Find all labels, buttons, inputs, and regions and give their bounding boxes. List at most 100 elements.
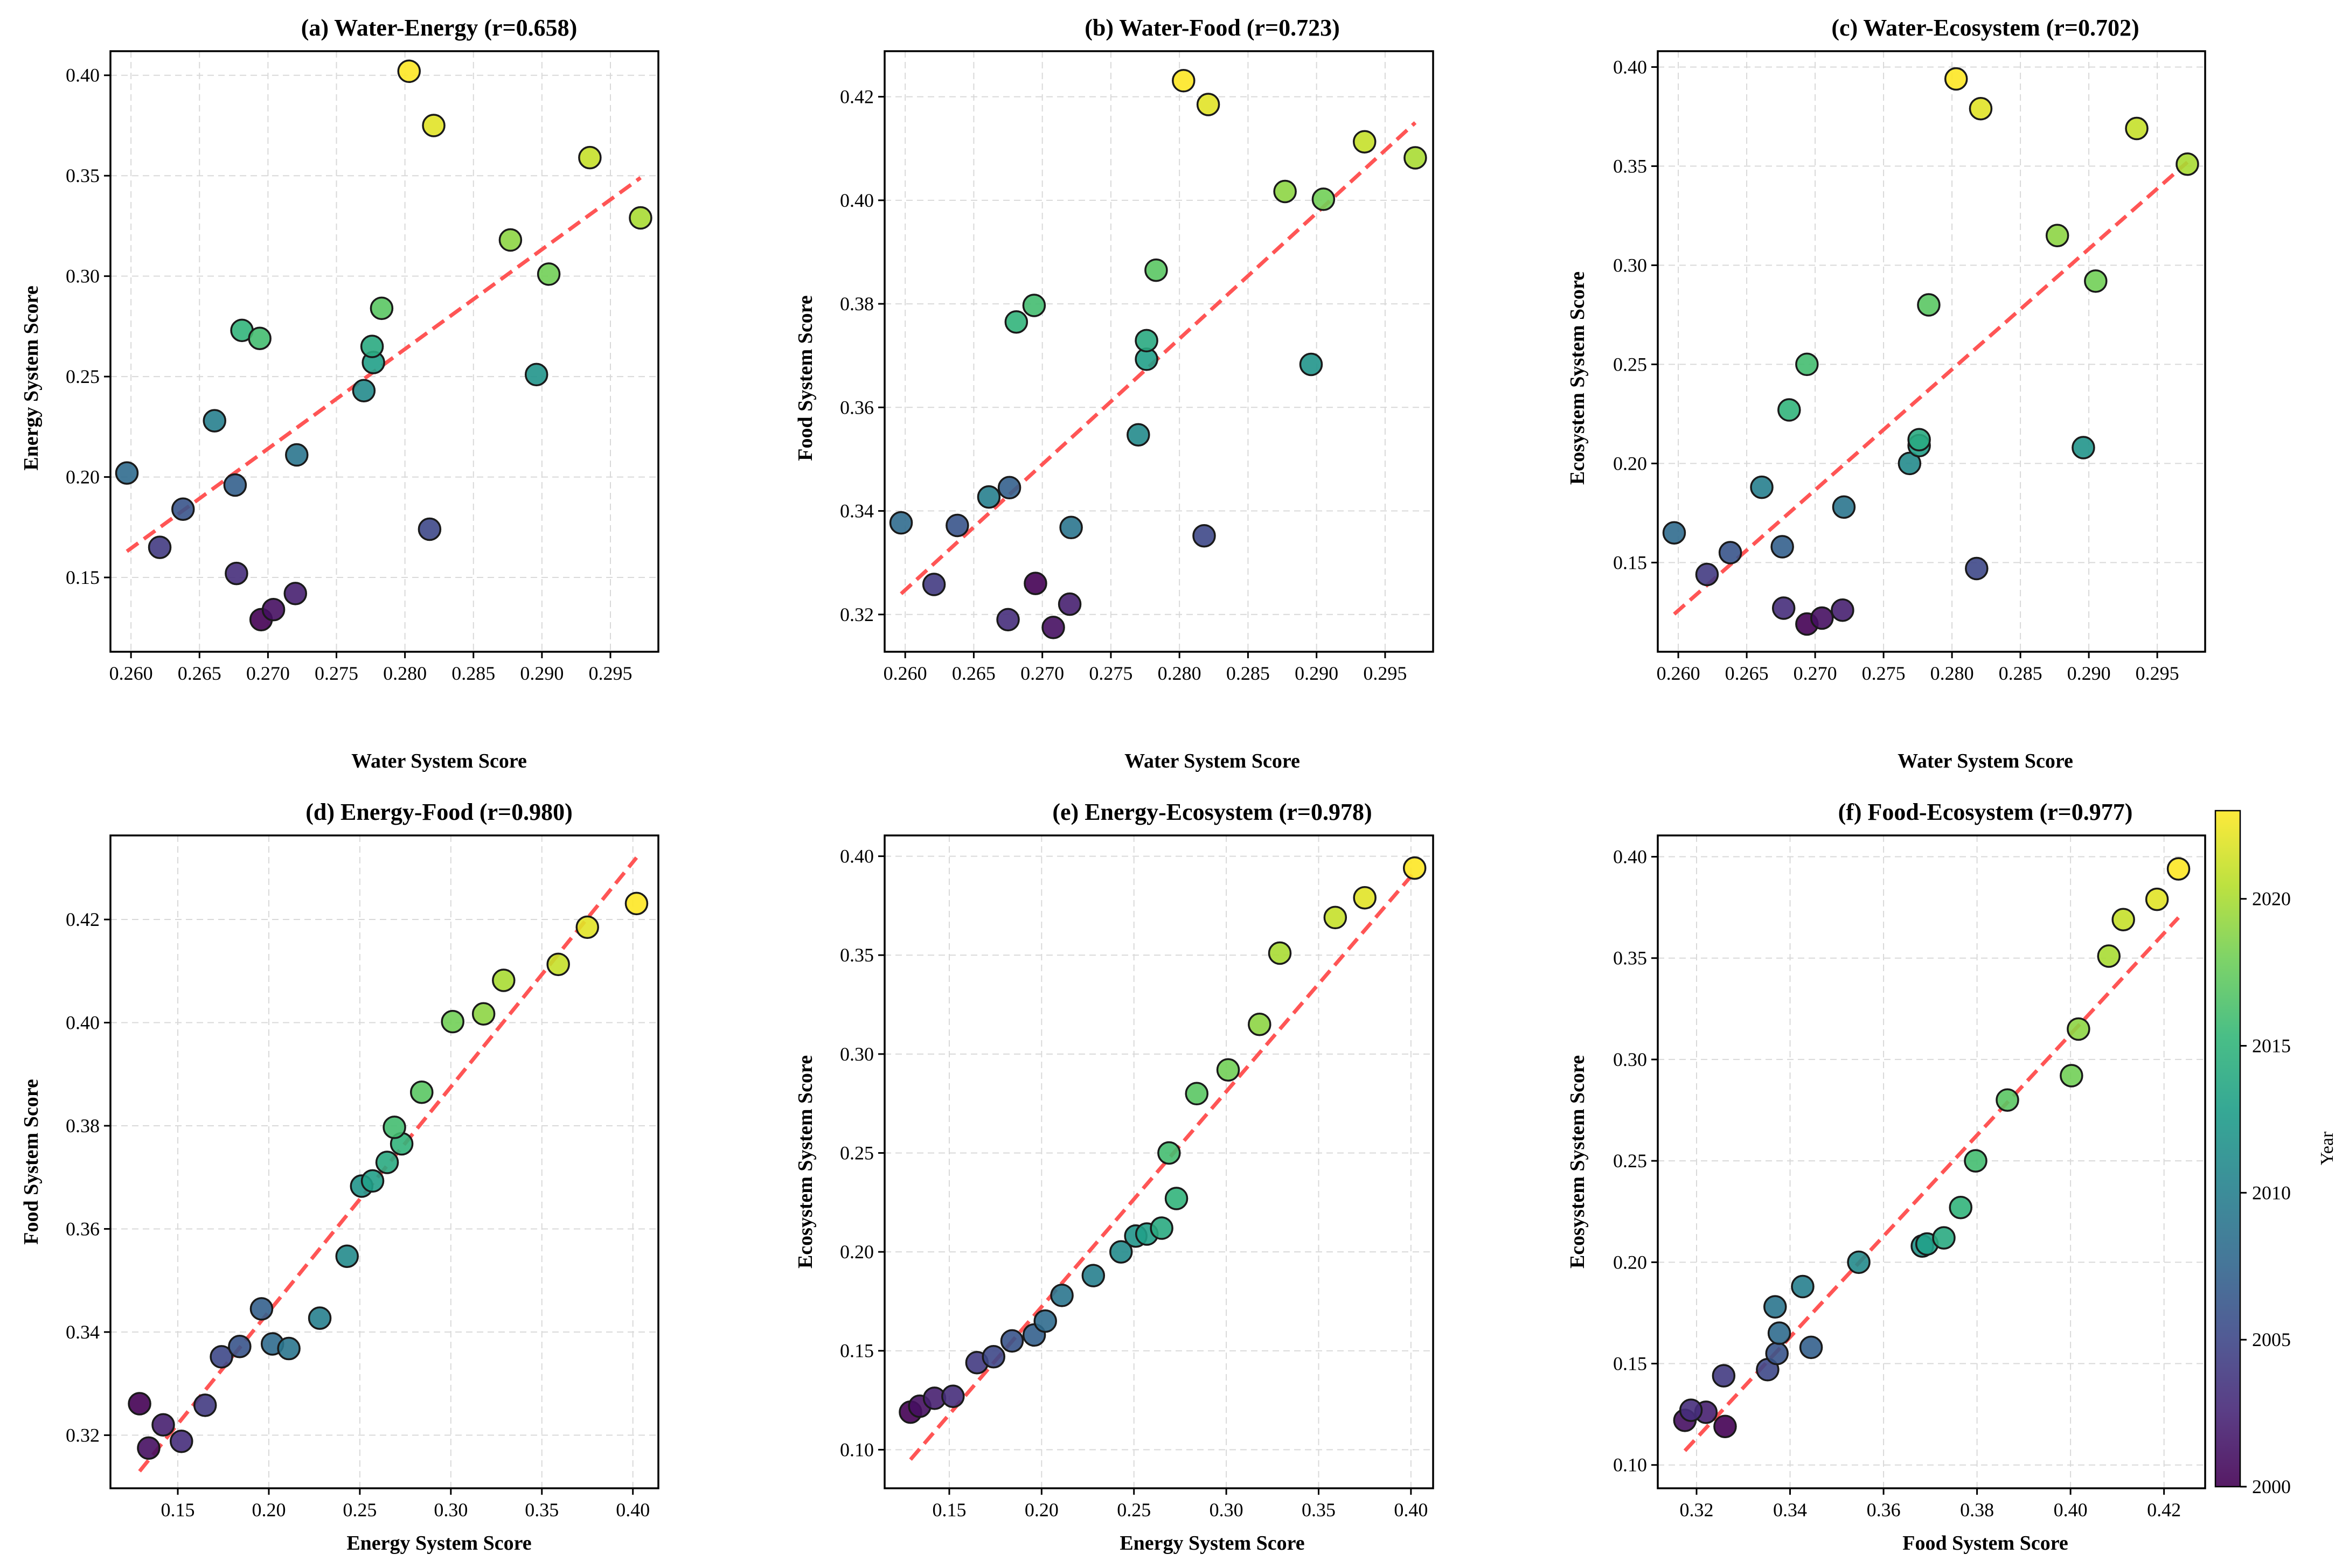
panel-f-point-2017: 2017: (0.3865, 0.28) <box>1996 1088 2019 1112</box>
panel-c-point-2023: 2023: (0.2803, 0.394) <box>1944 67 1968 91</box>
panel-e-ytick-label-0.35: 0.35 <box>840 944 874 966</box>
panel-c-ytick-label-0.35: 0.35 <box>1613 155 1647 177</box>
panel-f-point-2004: 2004: (0.3258, 0.144) <box>1712 1364 1736 1388</box>
panel-e-point-2021: 2021: (0.359, 0.369) <box>1323 905 1347 930</box>
panel-c-point-2002: 2002: (0.272, 0.126) <box>1831 598 1854 622</box>
panel-e-ytick-label-0.30: 0.30 <box>840 1043 874 1065</box>
panel-c-point-2005: 2005: (0.2818, 0.147) <box>1965 556 1989 581</box>
panel-a-point-2007: 2007: (0.2676, 0.196) <box>223 473 247 497</box>
panel-d-xtick-label-0.35: 0.35 <box>525 1499 559 1521</box>
panel-a-point-2010: 2010: (0.2661, 0.228) <box>203 409 226 433</box>
panel-b-point-2007: 2007: (0.2676, 0.3445) <box>997 476 1021 500</box>
panel-d-point-2010: 2010: (0.228, 0.3427) <box>308 1306 332 1330</box>
panel-a-xtick-label-0.275: 0.275 <box>315 663 358 684</box>
panel-c-ytick-label-0.15: 0.15 <box>1613 552 1647 573</box>
panel-e-point-2009: 2009: (0.211, 0.178) <box>1050 1284 1074 1307</box>
panel-b-ytick-label-0.40: 0.40 <box>840 190 874 211</box>
panel-a-ylabel: Energy System Score <box>20 285 43 470</box>
panel-a-ytick-label-0.25: 0.25 <box>66 366 100 387</box>
panel-f-point-2023: 2023: (0.4231, 0.394) <box>2166 857 2191 881</box>
panel-d-ytick-label-0.40: 0.40 <box>66 1012 100 1034</box>
panel-f-frame <box>1657 834 2206 1489</box>
panel-b-xtick-label-0.260: 0.260 <box>884 663 927 684</box>
panel-e-point-2011: 2011: (0.243, 0.2) <box>1109 1240 1133 1264</box>
panel-a-point-2003: 2003: (0.2677, 0.152) <box>225 561 248 586</box>
panel-a-xtick-label-0.270: 0.270 <box>246 663 290 684</box>
panel-d-point-2017: 2017: (0.284, 0.3865) <box>410 1081 434 1104</box>
panel-d-ytick-label-0.38: 0.38 <box>66 1115 100 1137</box>
panel-d-ytick-label-0.42: 0.42 <box>66 909 100 930</box>
panel-d-point-2009: 2009: (0.211, 0.3368) <box>277 1336 301 1361</box>
panel-e-ylabel: Ecosystem System Score <box>794 1055 817 1269</box>
panel-b-point-2019: 2019: (0.2877, 0.4017) <box>1273 179 1297 204</box>
panel-f-point-2011: 2011: (0.3547, 0.2) <box>1847 1250 1871 1274</box>
panel-b-title: (b) Water-Food (r=0.723) <box>1085 15 1340 41</box>
panel-c-point-2010: 2010: (0.2661, 0.188) <box>1750 475 1774 499</box>
panel-a-point-2004: 2004: (0.2621, 0.165) <box>148 535 172 559</box>
panel-c-point-2020: 2020: (0.2972, 0.351) <box>2176 152 2199 176</box>
panel-f-ylabel: Ecosystem System Score <box>1566 1055 1589 1269</box>
colorbar-ticks: 2000 2005 2010 2015 2020 <box>2240 888 2291 1497</box>
panel-e-point-2016: 2016: (0.269, 0.25) <box>1157 1141 1181 1165</box>
panel-d-point-2013: 2013: (0.257, 0.3693) <box>360 1169 385 1193</box>
panel-f-point-2016: 2016: (0.3797, 0.25) <box>1964 1149 1987 1173</box>
panel-b-point-2000: 2000: (0.2695, 0.326) <box>1024 572 1047 595</box>
colorbar-gradient <box>2214 810 2241 1488</box>
panel-b-point-2003: 2003: (0.2675, 0.319) <box>996 608 1020 632</box>
panel-f-ytick-label-0.25: 0.25 <box>1613 1150 1647 1172</box>
panel-e-point-2006: 2006: (0.184, 0.155) <box>1000 1329 1024 1353</box>
panel-e-plot: 2000: (0.129, 0.119)2001: (0.134, 0.122)… <box>840 834 1434 1521</box>
panel-f-point-2022: 2022: (0.4185, 0.379) <box>2145 887 2169 911</box>
panel-d-ytick-label-0.34: 0.34 <box>66 1321 100 1343</box>
panel-b-point-2006: 2006: (0.2638, 0.3372) <box>946 513 969 538</box>
panel-b-plot: 2000: (0.2695, 0.326) 2001: (0.2708, 0.31… <box>840 50 1434 684</box>
panel-d-ytick-label-0.36: 0.36 <box>66 1218 100 1239</box>
panel-b-ytick-label-0.34: 0.34 <box>840 500 874 522</box>
colorbar-tick-label-2015: 2015 <box>2252 1035 2291 1057</box>
panel-a-frame <box>109 50 659 653</box>
panel-b-point-2014: 2014: (0.2776, 0.3729) <box>1135 329 1158 353</box>
panel-a-ytick-label-0.30: 0.30 <box>66 266 100 287</box>
panel-f-ytick-label-0.20: 0.20 <box>1613 1251 1647 1273</box>
panel-f-point-2015: 2015: (0.3765, 0.227) <box>1949 1195 1972 1219</box>
panel-e-xtick-label-0.20: 0.20 <box>1025 1499 1059 1521</box>
panel-c-point-2006: 2006: (0.2638, 0.155) <box>1718 541 1742 565</box>
panel-b-point-2021: 2021: (0.2935, 0.4113) <box>1353 130 1377 154</box>
panel-b-point-2009: 2009: (0.2721, 0.3368) <box>1059 515 1083 540</box>
panel-b-point-2016: 2016: (0.2694, 0.3797) <box>1022 294 1046 317</box>
panel-b-point-2023: 2023: (0.2803, 0.4231) <box>1172 69 1196 93</box>
panel-f-xtick-label-0.36: 0.36 <box>1867 1499 1901 1521</box>
panel-e-ytick-label-0.15: 0.15 <box>840 1340 874 1362</box>
panel-c-title: (c) Water-Ecosystem (r=0.702) <box>1831 15 2139 41</box>
panel-c-xtick-label-0.280: 0.280 <box>1930 663 1974 684</box>
panel-a-point-2001: 2001: (0.2704, 0.134) <box>261 597 286 622</box>
panel-c-xtick-label-0.260: 0.260 <box>1657 663 1700 684</box>
panel-c-xtick-label-0.290: 0.290 <box>2067 663 2111 684</box>
panel-c-point-2001: 2001: (0.2705, 0.122) <box>1810 606 1834 630</box>
panel-f-xtick-label-0.38: 0.38 <box>1960 1499 1994 1521</box>
panel-c-point-2017: 2017: (0.2783, 0.28) <box>1917 293 1941 317</box>
panel-d-xlabel: Energy System Score <box>346 1532 531 1555</box>
panel-e-xtick-label-0.30: 0.30 <box>1210 1499 1243 1521</box>
panel-b-point-2018: 2018: (0.2905, 0.4002) <box>1311 187 1336 211</box>
panel-e-point-2014: 2014: (0.265, 0.212) <box>1150 1216 1173 1240</box>
panel-d-frame <box>109 834 659 1489</box>
panel-a-point-2012: 2012: (0.2896, 0.251) <box>524 363 548 387</box>
panel-d-point-2004: 2004: (0.165, 0.3258) <box>193 1393 217 1417</box>
panel-c-point-2014: 2014: (0.2776, 0.212) <box>1907 428 1931 452</box>
panel-b-point-2002: 2002: (0.272, 0.322) <box>1058 592 1082 616</box>
panel-f-ytick-label-0.40: 0.40 <box>1613 846 1647 868</box>
panel-e-point-2005: 2005: (0.174, 0.147) <box>982 1345 1005 1369</box>
panel-c-ytick-label-0.20: 0.20 <box>1613 452 1647 474</box>
panel-e-ytick-label-0.20: 0.20 <box>840 1241 874 1263</box>
panel-f-point-2009: 2009: (0.3368, 0.178) <box>1763 1295 1787 1319</box>
panel-c-xlabel: Water System Score <box>1898 750 2073 772</box>
panel-d-point-2000: 2000: (0.129, 0.3261) <box>128 1392 151 1416</box>
panel-a-point-2020: 2020: (0.2972, 0.329) <box>629 206 652 230</box>
panel-f-ytick-label-0.30: 0.30 <box>1613 1049 1647 1070</box>
panel-e-title: (e) Energy-Ecosystem (r=0.978) <box>1052 799 1372 825</box>
panel-c-point-2003: 2003: (0.2677, 0.127) <box>1771 596 1796 620</box>
panel-e-ytick-label-0.40: 0.40 <box>840 846 874 867</box>
panel-d-point-2023: 2023: (0.402, 0.4231) <box>624 891 649 916</box>
panel-f-xtick-label-0.40: 0.40 <box>2054 1499 2088 1521</box>
